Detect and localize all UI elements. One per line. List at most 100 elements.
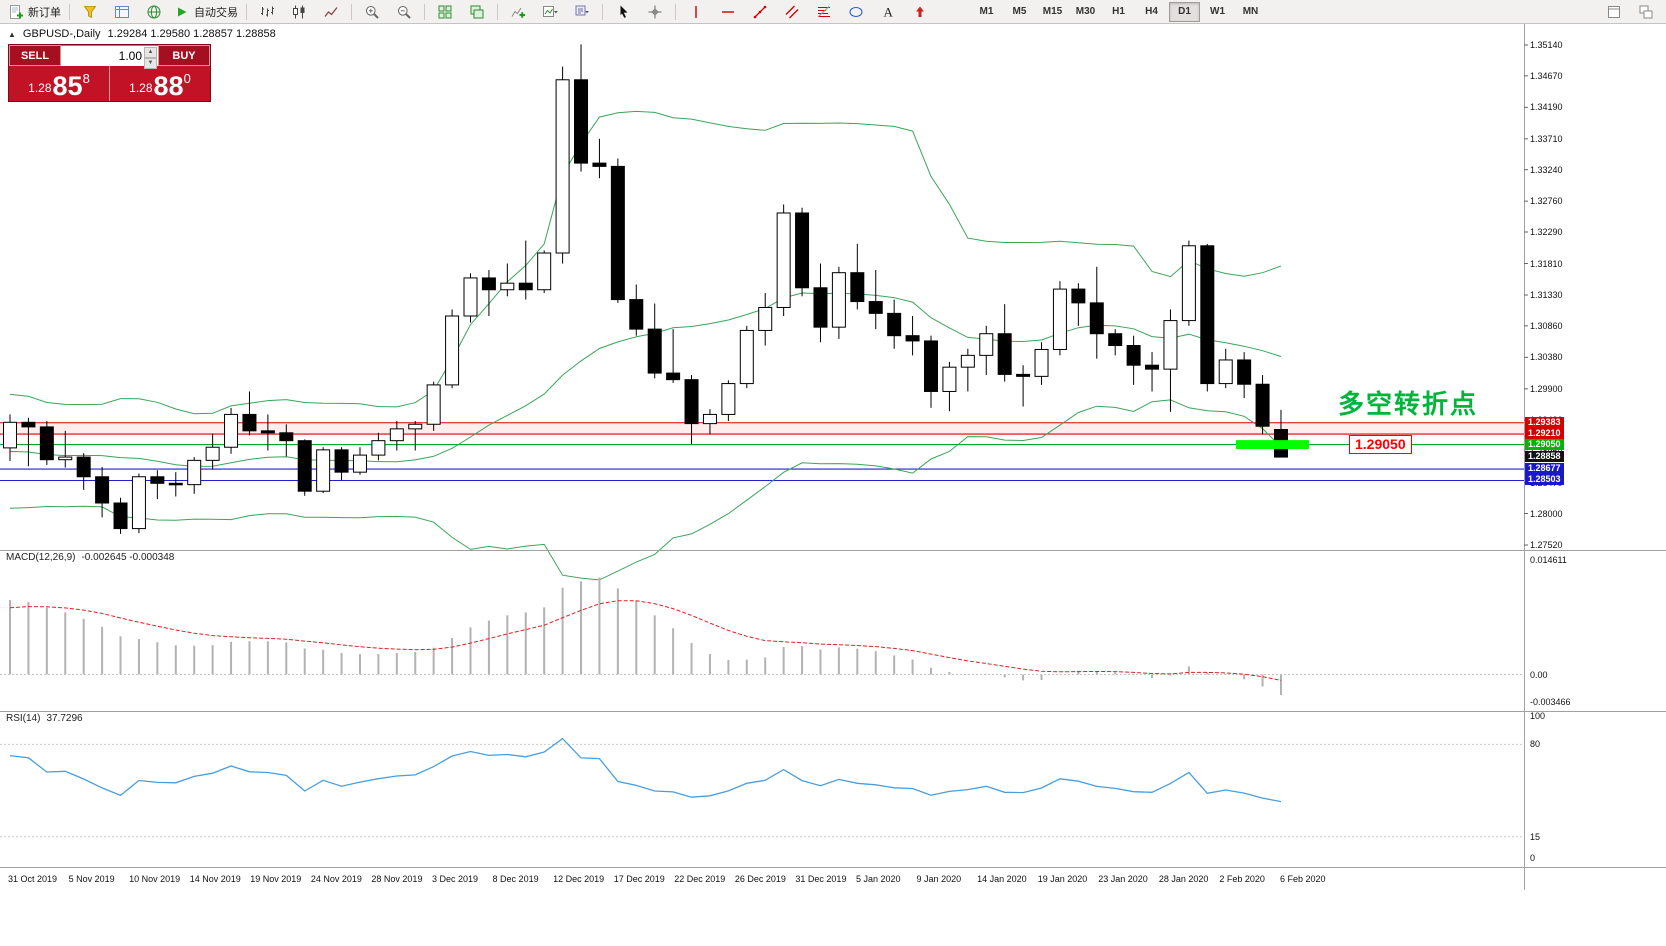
date-axis-label: 14 Jan 2020 [977, 874, 1027, 884]
rsi-label: RSI(14) 37.7296 [6, 713, 83, 724]
toolbar-separator [351, 3, 352, 20]
volume-spinner: ▲ ▼ [144, 47, 157, 69]
text-tool-button[interactable]: A [872, 1, 904, 23]
one-click-trading-panel: SELL ▲ ▼ BUY 1.28 85 8 1.28 88 0 [8, 44, 211, 102]
one-click-divider [109, 66, 110, 101]
window-cascade-button[interactable] [1630, 1, 1662, 23]
trendline-tool-button[interactable] [744, 1, 776, 23]
timeframe-group: M1 M5 M15 M30 H1 H4 D1 W1 MN [970, 1, 1267, 22]
toolbar-right-group [1598, 1, 1662, 23]
toolbar-separator [497, 3, 498, 20]
buy-price-pip: 0 [183, 71, 191, 86]
chart-ohlc-values: 1.29284 1.29580 1.28857 1.28858 [107, 28, 276, 40]
rsi-line [9, 737, 1282, 803]
tile-windows-button[interactable] [429, 1, 461, 23]
macd-axis-label: 0.014611 [1530, 555, 1567, 565]
zoom-out-button[interactable] [388, 1, 420, 23]
candles-layer [3, 44, 1288, 534]
timeframe-button-m15[interactable]: M15 [1042, 6, 1063, 17]
cursor-icon [620, 5, 628, 18]
highlight-layer [1236, 440, 1309, 450]
timeframe-button-w1[interactable]: W1 [1210, 6, 1225, 17]
indicators-button[interactable] [502, 1, 534, 23]
templates-button[interactable] [566, 1, 598, 23]
bar-chart-button[interactable] [251, 1, 283, 23]
bollinger-upper-band [9, 110, 1282, 415]
macd-values: -0.002645 -0.000348 [81, 552, 175, 563]
date-axis-label: 8 Dec 2019 [492, 874, 539, 884]
new-order-icon [10, 4, 23, 19]
fibonacci-tool-button[interactable] [808, 1, 840, 23]
candlestick-chart-button[interactable] [283, 1, 315, 23]
timeframe-button-m1[interactable]: M1 [979, 6, 994, 17]
date-axis-label: 5 Nov 2019 [68, 874, 115, 884]
price-axis-label: 1.33710 [1530, 133, 1563, 144]
support-highlight-bar[interactable] [1236, 440, 1309, 450]
zoom-in-button[interactable] [356, 1, 388, 23]
shapes-tool-button[interactable] [840, 1, 872, 23]
text-icon: A [884, 4, 894, 19]
top-toolbar: 新订单 自动交易 A M1 M5 M15 M [0, 0, 1666, 24]
channel-tool-button[interactable] [776, 1, 808, 23]
turning-point-note[interactable]: 多空转折点 [1338, 390, 1479, 420]
date-axis-label: 31 Dec 2019 [795, 874, 847, 884]
window-restore-button[interactable] [1598, 1, 1630, 23]
data-window-button[interactable] [106, 1, 138, 23]
templates-icon [575, 5, 589, 15]
cascade-windows-icon [470, 5, 484, 18]
date-axis-label: 17 Dec 2019 [613, 874, 665, 884]
price-axis-label: 1.32760 [1530, 196, 1563, 207]
new-chart-button[interactable] [534, 1, 566, 23]
price-axis-label: 1.35140 [1530, 40, 1563, 50]
line-chart-button[interactable] [315, 1, 347, 23]
macd-name: MACD(12,26,9) [6, 552, 76, 563]
timeframe-button-m5[interactable]: M5 [1012, 6, 1027, 17]
volume-down-button[interactable]: ▼ [144, 58, 157, 69]
date-axis-label: 26 Dec 2019 [734, 874, 786, 884]
chart-info-line: ▲ GBPUSD-,Daily 1.29284 1.29580 1.28857 … [8, 28, 276, 40]
trendline-icon [753, 5, 767, 18]
price-axis-label: 1.28950 [1530, 446, 1563, 456]
svg-text:A: A [884, 4, 894, 19]
volume-input[interactable] [61, 49, 158, 63]
horizontal-line-icon [722, 10, 734, 13]
price-tag-1.29383: 1.29383 [1525, 416, 1564, 428]
price-tag-1.29050: 1.29050 [1525, 438, 1564, 450]
rsi-axis-label: 80 [1530, 739, 1541, 750]
bollinger-middle-band [9, 292, 1282, 467]
timeframe-button-d1[interactable]: D1 [1169, 1, 1200, 22]
arrows-tool-button[interactable] [904, 1, 936, 23]
price-tag-1.28858: 1.28858 [1525, 451, 1564, 463]
timeframe-button-h1[interactable]: H1 [1112, 6, 1125, 17]
new-order-button[interactable]: 新订单 [4, 1, 65, 23]
timeframe-button-m30[interactable]: M30 [1075, 6, 1096, 17]
autotrading-button[interactable]: 自动交易 [170, 1, 242, 23]
sell-price[interactable]: 1.28 85 8 [9, 66, 109, 101]
buy-button[interactable]: BUY [158, 45, 210, 66]
price-axis-label: 1.33240 [1530, 164, 1563, 175]
cursor-tool-button[interactable] [607, 1, 639, 23]
vertical-line-tool-button[interactable] [680, 1, 712, 23]
sell-price-pip: 8 [82, 71, 90, 86]
date-axis-label: 9 Jan 2020 [916, 874, 962, 884]
data-window-icon [115, 5, 129, 18]
navigator-button[interactable] [138, 1, 170, 23]
cascade-windows-button[interactable] [461, 1, 493, 23]
window-cascade-icon [1639, 5, 1653, 18]
bollinger-bands [9, 110, 1282, 581]
timeframe-button-mn[interactable]: MN [1242, 6, 1259, 17]
buy-price[interactable]: 1.28 88 0 [110, 66, 210, 101]
market-watch-button[interactable] [74, 1, 106, 23]
crosshair-tool-button[interactable] [639, 1, 671, 23]
toolbar-separator [246, 3, 247, 20]
price-callout-box[interactable]: 1.29050 [1349, 435, 1412, 454]
chart-symbol-period: GBPUSD-,Daily [22, 28, 101, 40]
volume-up-button[interactable]: ▲ [144, 47, 157, 58]
price-axis-label: 1.31330 [1530, 290, 1563, 300]
sell-button[interactable]: SELL [9, 45, 61, 66]
date-axis-label: 31 Oct 2019 [8, 874, 58, 884]
horizontal-line-tool-button[interactable] [712, 1, 744, 23]
one-click-toggle[interactable]: ▲ [8, 29, 16, 39]
timeframe-button-h4[interactable]: H4 [1145, 6, 1158, 17]
